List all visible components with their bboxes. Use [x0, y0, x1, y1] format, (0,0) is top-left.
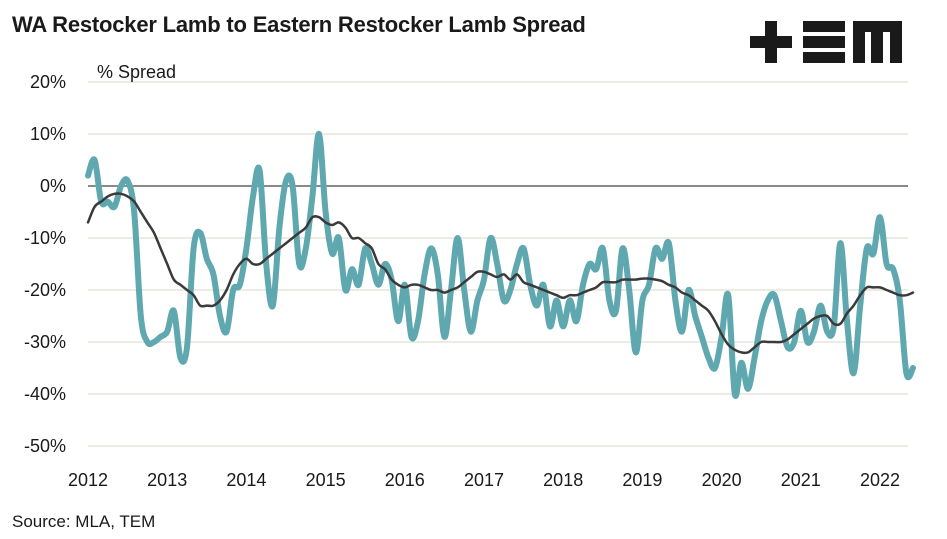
x-tick-label: 2012	[68, 470, 108, 490]
x-tick-label: 2013	[147, 470, 187, 490]
series-line-average	[86, 192, 915, 355]
y-tick-label: -10%	[24, 228, 66, 248]
x-tick-label: 2022	[860, 470, 900, 490]
x-tick-label: 2018	[543, 470, 583, 490]
x-tick-label: 2019	[622, 470, 662, 490]
x-tick-label: 2020	[702, 470, 742, 490]
y-tick-label: 0%	[40, 176, 66, 196]
series	[85, 130, 916, 399]
y-tick-label: -50%	[24, 436, 66, 456]
x-tick-label: 2021	[781, 470, 821, 490]
gridlines	[88, 81, 908, 447]
y-tick-label: -30%	[24, 332, 66, 352]
chart-title: WA Restocker Lamb to Eastern Restocker L…	[12, 12, 586, 37]
y-axis-ticks: 20% 10% 0% -10% -20% -30% -40% -50%	[24, 72, 66, 456]
y-tick-label: 10%	[30, 124, 66, 144]
x-tick-label: 2016	[385, 470, 425, 490]
y-tick-label: 20%	[30, 72, 66, 92]
series-line-spread	[85, 130, 916, 399]
tem-logo-icon	[750, 21, 902, 63]
y-tick-label: -20%	[24, 280, 66, 300]
source-note: Source: MLA, TEM	[12, 512, 156, 531]
y-axis-label: % Spread	[97, 62, 176, 82]
x-tick-label: 2017	[464, 470, 504, 490]
x-tick-label: 2014	[226, 470, 266, 490]
x-tick-label: 2015	[306, 470, 346, 490]
y-tick-label: -40%	[24, 384, 66, 404]
x-axis-ticks: 2012 2013 2014 2015 2016 2017 2018 2019 2020 2021…	[68, 470, 900, 490]
